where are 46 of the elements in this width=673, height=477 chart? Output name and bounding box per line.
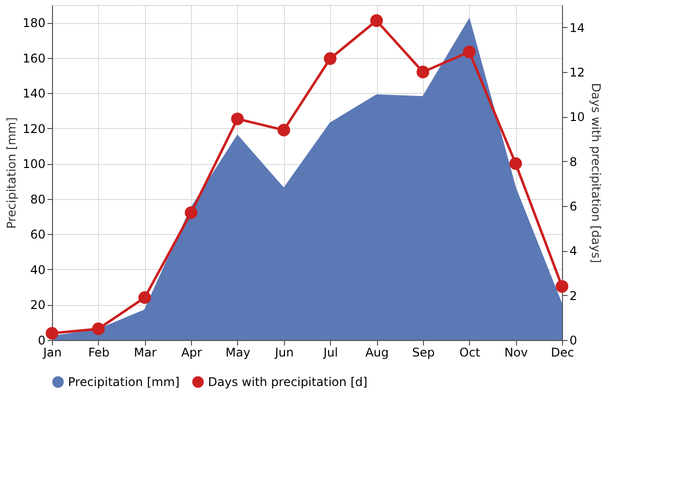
legend-label: Precipitation [mm] xyxy=(68,375,180,389)
legend-label: Days with precipitation [d] xyxy=(208,375,368,389)
x-tick-label: May xyxy=(226,346,250,360)
x-tick-label: Nov xyxy=(504,346,528,360)
point xyxy=(509,157,522,170)
y-tick-label: 0 xyxy=(38,334,46,348)
x-tick-label: Jul xyxy=(322,346,338,360)
point xyxy=(324,52,337,65)
y2-tick-label: 4 xyxy=(570,244,578,258)
x-tick-label: Jan xyxy=(42,346,62,360)
y2-tick-label: 12 xyxy=(570,66,585,80)
x-tick-label: Apr xyxy=(181,346,202,360)
point xyxy=(277,124,290,136)
y-tick-label: 20 xyxy=(30,298,46,312)
point xyxy=(138,291,152,304)
y-tick-label: 160 xyxy=(22,51,46,66)
point xyxy=(556,280,568,293)
y-tick-label: 100 xyxy=(22,157,46,172)
point xyxy=(92,322,105,336)
y2-tick-label: 8 xyxy=(570,154,578,169)
y2-tick-label: 10 xyxy=(570,110,585,124)
x-tick-label: Mar xyxy=(134,346,157,360)
y2-tick-label: 0 xyxy=(570,334,578,348)
point xyxy=(231,112,244,126)
x-tick-label: Jun xyxy=(274,346,294,360)
y-tick-label: 40 xyxy=(30,262,46,277)
y-axis-title: Precipitation [mm] xyxy=(4,117,19,229)
point xyxy=(46,326,58,340)
y-tick-label: 80 xyxy=(30,192,46,206)
point xyxy=(416,66,430,78)
y2-tick-label: 14 xyxy=(570,20,585,35)
point xyxy=(462,46,476,58)
y2-axis-title: Days with precipitation [days] xyxy=(588,82,603,264)
y-tick-label: 60 xyxy=(30,228,46,242)
x-tick-label: Sep xyxy=(412,346,435,360)
point xyxy=(184,206,198,220)
y2-tick-label: 2 xyxy=(570,288,578,303)
y2-tick-label: 6 xyxy=(570,200,578,214)
y-tick-label: 140 xyxy=(22,86,46,101)
x-tick-label: Feb xyxy=(88,346,110,360)
x-tick-label: Oct xyxy=(459,346,480,360)
point xyxy=(370,14,383,27)
x-tick-label: Dec xyxy=(550,346,574,360)
y-tick-label: 120 xyxy=(22,122,46,136)
y-tick-label: 180 xyxy=(22,16,46,30)
x-tick-label: Aug xyxy=(365,346,389,360)
